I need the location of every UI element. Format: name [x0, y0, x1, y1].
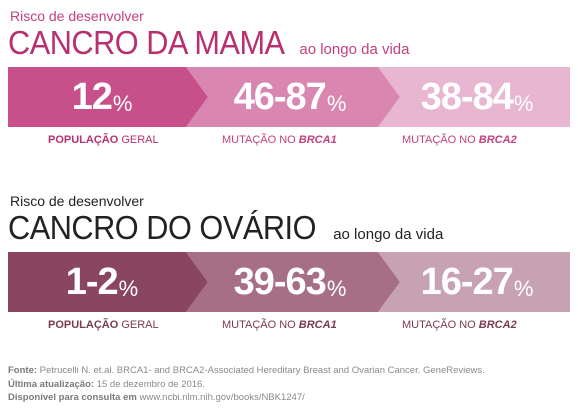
updated-line: Última atualização: 15 de dezembro de 20…	[8, 378, 205, 390]
ovary-chevron-2	[186, 252, 400, 312]
ovarian-cancer-section: Risco de desenvolver CANCRO DO OVÁRIO ao…	[8, 193, 570, 337]
ovary-brca1-label: MUTAÇÃO NO BRCA1	[222, 319, 337, 331]
ovary-population-value: 1-2%	[65, 260, 139, 303]
breast-cancer-section: Risco de desenvolver CANCRO DA MAMA ao l…	[8, 8, 570, 152]
source-line: Fonte: Petrucelli N. et.al. BRCA1- and B…	[8, 365, 485, 376]
breast-labels: POPULAÇÃO GERAL MUTAÇÃO NO BRCA1 MUTAÇÃO…	[8, 134, 570, 152]
ovary-brca2-label: MUTAÇÃO NO BRCA2	[402, 319, 517, 331]
breast-title-row: CANCRO DA MAMA ao longo da vida	[8, 25, 570, 61]
ovary-chevron-3	[378, 252, 570, 312]
ovary-chevron-graphic	[8, 252, 570, 312]
breast-risk-bar: 12% 46-87% 38-84%	[8, 67, 570, 127]
breast-title-suffix: ao longo da vida	[299, 41, 410, 58]
breast-brca2-value: 38-84%	[420, 75, 534, 118]
ovary-population-label: POPULAÇÃO GERAL	[48, 319, 159, 331]
source-link[interactable]: www.ncbi.nlm.nih.gov/books/NBK1247/	[136, 392, 305, 403]
ovary-brca2-value: 16-27%	[420, 260, 534, 303]
breast-chevron-graphic	[8, 67, 570, 127]
available-line: Disponível para consulta em www.ncbi.nlm…	[8, 392, 305, 403]
source-footer: Fonte: Petrucelli N. et.al. BRCA1- and B…	[8, 364, 485, 405]
breast-kicker: Risco de desenvolver	[10, 8, 144, 24]
breast-brca2-label: MUTAÇÃO NO BRCA2	[402, 134, 517, 146]
ovary-title-suffix: ao longo da vida	[333, 226, 444, 243]
breast-population-label: POPULAÇÃO GERAL	[48, 134, 159, 146]
ovary-brca1-value: 39-63%	[233, 260, 347, 303]
breast-brca1-label: MUTAÇÃO NO BRCA1	[222, 134, 337, 146]
ovary-risk-bar: 1-2% 39-63% 16-27%	[8, 252, 570, 312]
breast-chevron-3	[378, 67, 570, 127]
breast-chevron-1	[8, 67, 208, 127]
ovary-labels: POPULAÇÃO GERAL MUTAÇÃO NO BRCA1 MUTAÇÃO…	[8, 319, 570, 337]
breast-population-value: 12%	[71, 75, 133, 118]
breast-brca1-value: 46-87%	[233, 75, 347, 118]
ovary-title-row: CANCRO DO OVÁRIO ao longo da vida	[8, 210, 570, 246]
ovary-kicker: Risco de desenvolver	[10, 193, 144, 209]
ovary-title: CANCRO DO OVÁRIO	[8, 209, 317, 246]
breast-chevron-2	[186, 67, 400, 127]
breast-title: CANCRO DA MAMA	[8, 24, 285, 61]
ovary-chevron-1	[8, 252, 208, 312]
